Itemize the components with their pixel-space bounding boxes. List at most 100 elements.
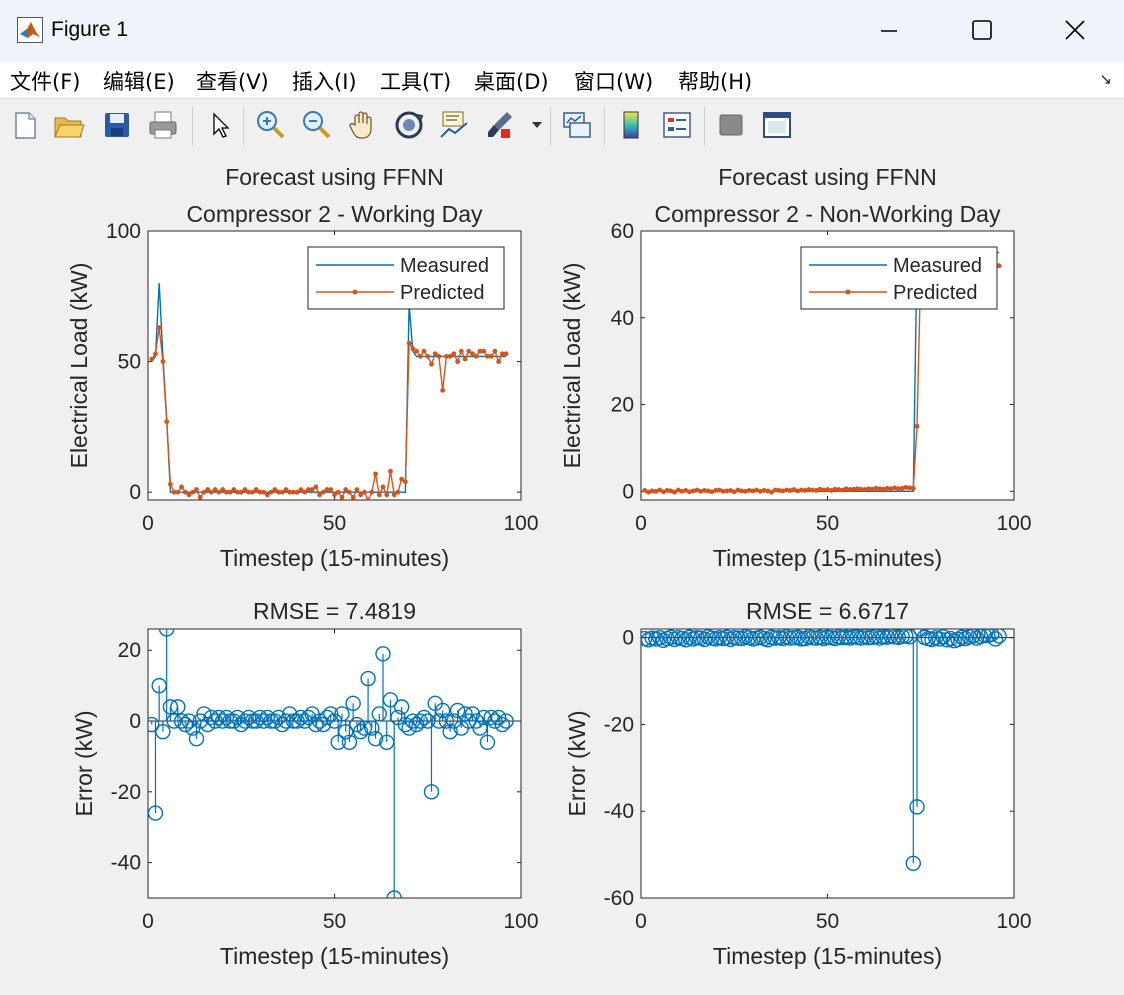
predicted-point (250, 489, 255, 495)
stem-marker (423, 784, 440, 800)
chart-subtitle: Compressor 2 - Non-Working Day (655, 201, 1001, 227)
predicted-point (432, 351, 438, 357)
y-tick-label: -40 (604, 800, 634, 823)
stem-marker (382, 692, 399, 708)
predicted-point (302, 489, 308, 495)
open-button[interactable] (52, 107, 86, 143)
menu-insert[interactable]: 插入(I) (292, 70, 357, 94)
legend-button[interactable] (660, 107, 694, 143)
stem-marker (334, 706, 350, 722)
menu-tools[interactable]: 工具(T) (380, 70, 452, 94)
menu-window[interactable]: 窗口(W) (574, 70, 654, 94)
predicted-point (440, 387, 446, 393)
print-button[interactable] (146, 107, 180, 143)
predicted-point (212, 487, 218, 492)
predicted-point (205, 487, 211, 492)
brush-button[interactable] (484, 107, 518, 143)
stem-marker (393, 699, 410, 715)
x-tick-label: 50 (816, 512, 839, 535)
save-button[interactable] (100, 107, 134, 143)
predicted-point (895, 486, 901, 492)
stem-marker (449, 702, 466, 719)
toolbar-separator (243, 107, 244, 145)
predicted-point (209, 489, 214, 495)
menu-desktop[interactable]: 桌面(D) (474, 70, 549, 94)
zoom-out-button[interactable] (300, 107, 334, 143)
maximize-button[interactable] (952, 6, 1012, 54)
stem-marker (950, 631, 966, 648)
predicted-point (291, 489, 296, 495)
dock-arrow-icon[interactable]: ↘ (1099, 70, 1112, 88)
predicted-point (485, 353, 490, 359)
predicted-point (421, 348, 427, 354)
predicted-point (492, 348, 498, 354)
plot-marks (641, 629, 1014, 871)
predicted-point (731, 489, 737, 495)
y-axis-label: Error (kW) (564, 710, 590, 816)
predicted-point (164, 419, 170, 425)
hide-plot-tools-button[interactable] (714, 107, 748, 143)
predicted-point (201, 489, 207, 495)
y-tick-label: 0 (129, 481, 141, 504)
y-tick-label: 50 (118, 351, 141, 374)
predicted-point (716, 487, 722, 493)
menu-help[interactable]: 帮助(H) (678, 70, 753, 94)
data-tip-button[interactable] (438, 107, 472, 143)
rotate-button[interactable] (392, 107, 426, 143)
predicted-point (795, 488, 801, 494)
show-plot-tools-button[interactable] (760, 107, 794, 143)
new-figure-button[interactable] (8, 107, 42, 143)
stem-marker (274, 716, 290, 733)
link-plot-button[interactable] (560, 107, 594, 143)
brush-dropdown-button[interactable] (528, 107, 546, 143)
predicted-point (884, 485, 890, 491)
x-tick-label: 100 (996, 910, 1031, 933)
predicted-point (179, 484, 184, 490)
predicted-point (190, 489, 196, 495)
y-tick-label: 20 (118, 639, 141, 662)
y-tick-label: 100 (106, 220, 141, 243)
predicted-point (246, 489, 252, 495)
menu-file[interactable]: 文件(F) (10, 70, 81, 94)
minimize-button[interactable] (859, 6, 919, 54)
predicted-point (780, 488, 786, 494)
predicted-point (272, 487, 278, 492)
predicted-point (391, 492, 397, 498)
pointer-button[interactable] (203, 107, 237, 143)
predicted-point (414, 348, 419, 354)
zoom-in-button[interactable] (254, 107, 288, 143)
menu-edit[interactable]: 编辑(E) (103, 70, 175, 94)
legend-marker (352, 289, 358, 295)
legend-marker (845, 289, 851, 295)
close-button[interactable] (1045, 6, 1105, 54)
legend-entry: Predicted (893, 282, 978, 304)
predicted-point (388, 468, 393, 474)
menu-bar: 文件(F) 编辑(E) 查看(V) 插入(I) 工具(T) 桌面(D) 窗口(W… (0, 62, 1124, 98)
predicted-point (197, 494, 203, 500)
colorbar-button[interactable] (614, 107, 648, 143)
predicted-point (683, 488, 689, 493)
predicted-point (828, 488, 834, 493)
toolbar-separator (192, 107, 193, 145)
pan-button[interactable] (346, 107, 380, 143)
y-tick-label: 40 (611, 307, 634, 330)
predicted-point (488, 353, 494, 359)
predicted-point (462, 356, 468, 362)
predicted-point (862, 487, 868, 492)
figure-canvas: 0 50 100 0 50 100 Timestep (15-minutes) Electri… (0, 153, 1124, 995)
predicted-point (854, 486, 860, 492)
predicted-point (858, 486, 864, 492)
predicted-point (373, 471, 378, 477)
predicted-point (899, 485, 905, 491)
predicted-point (149, 356, 155, 362)
predicted-point (444, 353, 449, 359)
stem-marker (431, 713, 447, 729)
stem-marker (237, 713, 253, 729)
stem-marker (375, 646, 391, 662)
chart-subtitle: Compressor 2 - Working Day (186, 201, 483, 227)
stem-marker (498, 713, 514, 729)
stem-marker (315, 716, 332, 733)
predicted-point (724, 488, 730, 494)
predicted-point (817, 486, 823, 492)
menu-view[interactable]: 查看(V) (196, 70, 269, 94)
